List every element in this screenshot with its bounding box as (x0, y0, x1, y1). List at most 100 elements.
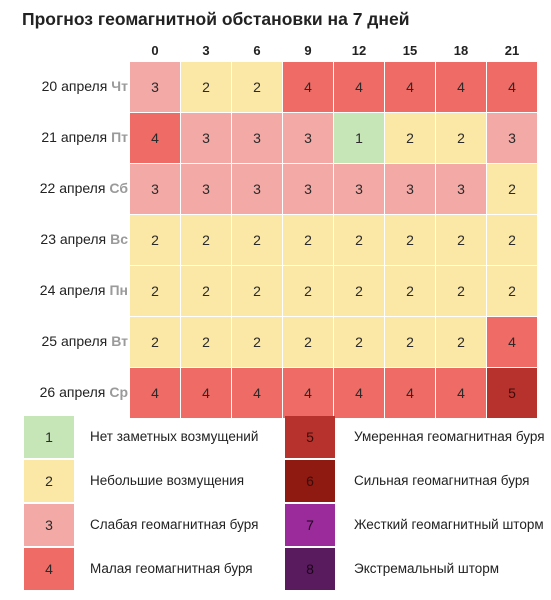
heatmap-cell: 2 (436, 317, 486, 367)
hour-label: 12 (351, 43, 367, 58)
heatmap-cell: 3 (232, 164, 282, 214)
heatmap-cell: 2 (334, 317, 384, 367)
hour-label: 9 (304, 43, 312, 58)
heatmap-cell: 3 (232, 113, 282, 163)
hour-label: 21 (504, 43, 520, 58)
row-date-label: 21 апреля Пт (0, 129, 128, 145)
heatmap-cell: 2 (232, 317, 282, 367)
weekday-text: Вс (110, 231, 128, 247)
heatmap-cell: 3 (181, 113, 231, 163)
heatmap-cell: 4 (130, 368, 180, 418)
heatmap-cell: 2 (130, 266, 180, 316)
heatmap-cell: 2 (385, 113, 435, 163)
weekday-text: Пн (109, 282, 128, 298)
heatmap-cell: 4 (334, 62, 384, 112)
legend-swatch: 3 (24, 504, 74, 546)
heatmap-cell: 2 (232, 62, 282, 112)
heatmap-cell: 4 (487, 317, 537, 367)
hour-label: 15 (402, 43, 418, 58)
heatmap-cell: 2 (334, 266, 384, 316)
date-text: 20 апреля (41, 78, 108, 94)
heatmap-cell: 5 (487, 368, 537, 418)
heatmap-cell: 2 (283, 266, 333, 316)
legend-label: Сильная геомагнитная буря (354, 473, 530, 488)
heatmap-cell: 4 (385, 62, 435, 112)
legend-swatch: 5 (285, 416, 335, 458)
heatmap-cell: 2 (334, 215, 384, 265)
heatmap-cell: 3 (487, 113, 537, 163)
weekday-text: Вт (111, 333, 128, 349)
heatmap-cell: 3 (283, 113, 333, 163)
heatmap-cell: 4 (334, 368, 384, 418)
hour-label: 18 (453, 43, 469, 58)
heatmap-cell: 4 (283, 62, 333, 112)
date-text: 25 апреля (41, 333, 108, 349)
heatmap-cell: 4 (283, 368, 333, 418)
legend-label: Слабая геомагнитная буря (90, 517, 259, 532)
heatmap-cell: 2 (487, 164, 537, 214)
legend-swatch: 4 (24, 548, 74, 590)
hour-label: 3 (202, 43, 210, 58)
heatmap-cell: 2 (181, 266, 231, 316)
legend-label: Небольшие возмущения (90, 473, 245, 488)
legend-swatch: 1 (24, 416, 74, 458)
heatmap-cell: 4 (181, 368, 231, 418)
row-date-label: 24 апреля Пн (0, 282, 128, 298)
weekday-text: Чт (111, 78, 128, 94)
heatmap-cell: 2 (181, 317, 231, 367)
heatmap-cell: 4 (436, 62, 486, 112)
heatmap-cell: 2 (385, 266, 435, 316)
heatmap-cell: 2 (487, 215, 537, 265)
heatmap-cell: 2 (385, 317, 435, 367)
heatmap-cell: 2 (181, 62, 231, 112)
heatmap-cell: 2 (436, 113, 486, 163)
legend-swatch: 6 (285, 460, 335, 502)
legend-label: Умеренная геомагнитная буря (354, 429, 545, 444)
legend-swatch: 7 (285, 504, 335, 546)
heatmap-cell: 2 (130, 215, 180, 265)
row-date-label: 20 апреля Чт (0, 78, 128, 94)
date-text: 23 апреля (40, 231, 107, 247)
hour-label: 6 (253, 43, 261, 58)
heatmap-cell: 2 (487, 266, 537, 316)
heatmap-cell: 4 (487, 62, 537, 112)
row-date-label: 25 апреля Вт (0, 333, 128, 349)
heatmap-cell: 2 (130, 317, 180, 367)
date-text: 22 апреля (39, 180, 106, 196)
legend-label: Жесткий геомагнитный шторм (354, 517, 544, 532)
heatmap-cell: 4 (385, 368, 435, 418)
heatmap-cell: 1 (334, 113, 384, 163)
weekday-text: Пт (111, 129, 128, 145)
heatmap-cell: 4 (130, 113, 180, 163)
heatmap-cell: 2 (436, 266, 486, 316)
heatmap-cell: 2 (283, 317, 333, 367)
weekday-text: Ср (109, 384, 128, 400)
row-date-label: 22 апреля Сб (0, 180, 128, 196)
date-text: 26 апреля (39, 384, 106, 400)
date-text: 24 апреля (39, 282, 106, 298)
heatmap-cell: 2 (385, 215, 435, 265)
heatmap-cell: 3 (436, 164, 486, 214)
row-date-label: 23 апреля Вс (0, 231, 128, 247)
legend-swatch: 2 (24, 460, 74, 502)
heatmap-cell: 3 (385, 164, 435, 214)
heatmap-cell: 2 (283, 215, 333, 265)
hour-label: 0 (151, 43, 159, 58)
legend-swatch: 8 (285, 548, 335, 590)
date-text: 21 апреля (41, 129, 108, 145)
legend-label: Экстремальный шторм (354, 561, 500, 576)
heatmap-cell: 3 (283, 164, 333, 214)
legend-label: Малая геомагнитная буря (90, 561, 253, 576)
heatmap-cell: 2 (232, 266, 282, 316)
heatmap-cell: 4 (232, 368, 282, 418)
weekday-text: Сб (109, 180, 128, 196)
heatmap-cell: 3 (334, 164, 384, 214)
heatmap-cell: 4 (436, 368, 486, 418)
heatmap-cell: 3 (130, 164, 180, 214)
chart-title: Прогноз геомагнитной обстановки на 7 дне… (22, 9, 410, 29)
row-date-label: 26 апреля Ср (0, 384, 128, 400)
heatmap-cell: 2 (232, 215, 282, 265)
heatmap-cell: 2 (181, 215, 231, 265)
heatmap-cell: 3 (130, 62, 180, 112)
heatmap-cell: 2 (436, 215, 486, 265)
